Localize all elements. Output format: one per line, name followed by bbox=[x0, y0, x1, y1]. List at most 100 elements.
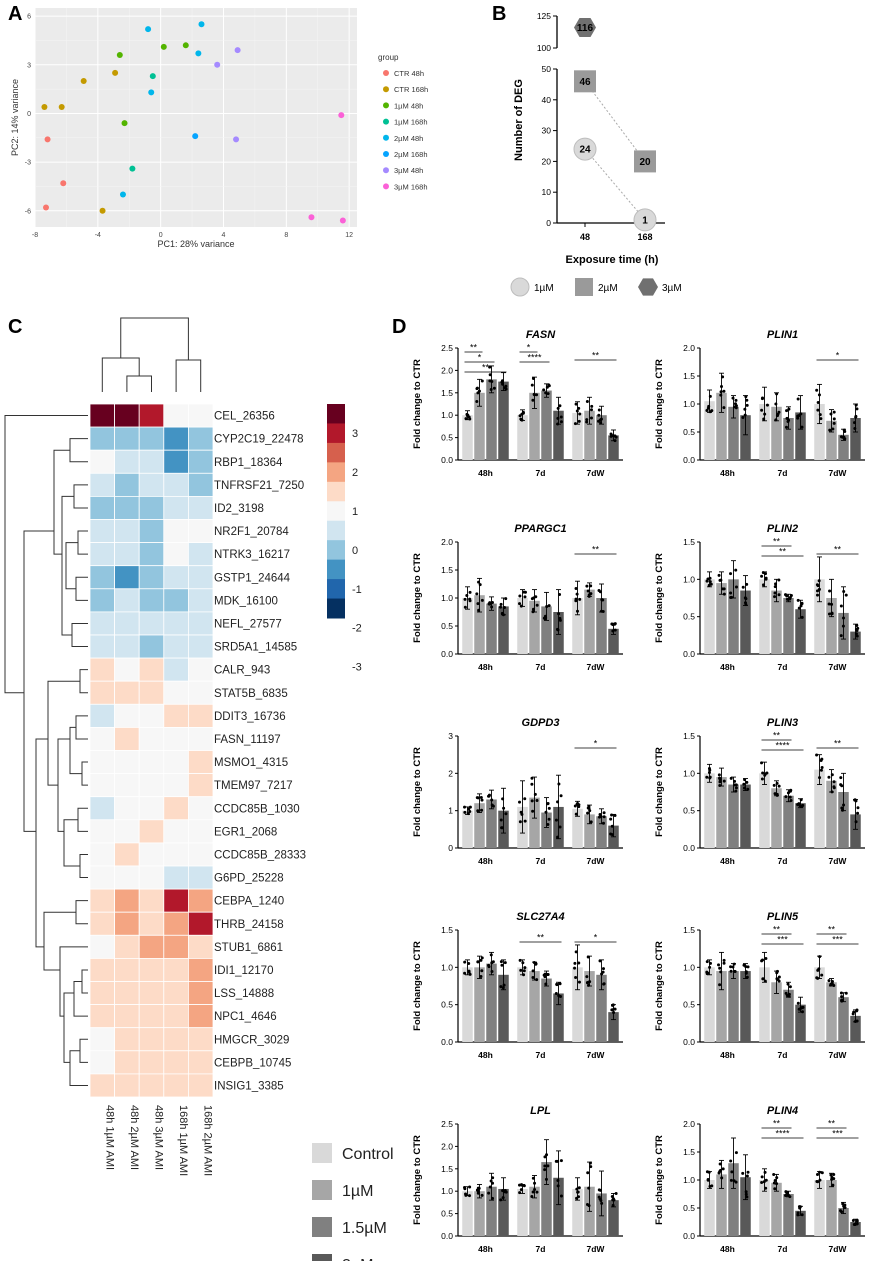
legend-label: 1µM 168h bbox=[394, 118, 428, 127]
data-dot bbox=[543, 972, 547, 976]
data-dot bbox=[501, 1196, 505, 1200]
colorbar-segment bbox=[327, 540, 345, 561]
heatmap-cell bbox=[114, 657, 140, 682]
heatmap-cell bbox=[138, 773, 165, 798]
heatmap-cell bbox=[138, 403, 165, 428]
significance-label: ** bbox=[773, 1119, 781, 1129]
data-dot bbox=[843, 437, 847, 441]
y-tick-label: 1.0 bbox=[683, 574, 695, 584]
legend-label: 3µM bbox=[662, 283, 682, 294]
data-dot bbox=[743, 778, 747, 782]
deg-point-label: 1 bbox=[642, 215, 648, 226]
data-dot bbox=[761, 583, 765, 587]
data-dot bbox=[777, 784, 781, 788]
legend-marker bbox=[510, 277, 530, 297]
data-dot bbox=[587, 806, 591, 810]
data-dot bbox=[746, 965, 750, 969]
data-dot bbox=[611, 1198, 615, 1202]
data-dot bbox=[800, 601, 804, 605]
data-dot bbox=[706, 1178, 710, 1182]
heatmap-cell bbox=[187, 888, 214, 913]
data-dot bbox=[520, 812, 524, 816]
data-dot bbox=[530, 597, 534, 601]
data-dot bbox=[558, 825, 562, 829]
data-dot bbox=[705, 960, 709, 964]
legend-label: CTR 48h bbox=[394, 69, 424, 78]
data-dot bbox=[613, 814, 617, 818]
data-dot bbox=[599, 421, 603, 425]
data-dot bbox=[545, 604, 549, 608]
heatmap-cell bbox=[138, 865, 165, 890]
data-dot bbox=[763, 772, 767, 776]
data-dot bbox=[840, 995, 844, 999]
data-dot bbox=[575, 802, 579, 806]
y-axis-label: Fold change to CTR bbox=[654, 747, 665, 837]
data-dot bbox=[784, 1194, 788, 1198]
bar bbox=[596, 598, 607, 654]
data-dot bbox=[708, 410, 712, 414]
data-dot bbox=[490, 970, 494, 974]
x-tick-label: 8 bbox=[284, 232, 288, 239]
data-dot bbox=[587, 1186, 591, 1190]
panel-label-d: D bbox=[392, 316, 406, 338]
data-dot bbox=[556, 1159, 560, 1163]
deg-point-label: 116 bbox=[577, 23, 594, 34]
data-dot bbox=[719, 393, 723, 397]
data-dot bbox=[518, 414, 522, 418]
pca-point bbox=[99, 207, 106, 214]
y-tick-label: 0.0 bbox=[441, 1037, 453, 1047]
heatmap-cell bbox=[89, 750, 116, 775]
data-dot bbox=[832, 1172, 836, 1176]
bar bbox=[553, 1177, 564, 1236]
data-dot bbox=[832, 780, 836, 784]
bar bbox=[486, 603, 497, 654]
data-dot bbox=[762, 417, 766, 421]
data-dot bbox=[610, 813, 614, 817]
y-tick-label: 2.0 bbox=[441, 537, 453, 547]
row-dendrogram-branch bbox=[75, 576, 88, 601]
row-dendrogram-branch bbox=[4, 415, 88, 694]
data-dot bbox=[600, 1201, 604, 1205]
y-tick-label: 1.5 bbox=[441, 388, 453, 398]
data-dot bbox=[556, 416, 560, 420]
bar bbox=[795, 1004, 806, 1042]
heatmap-cell bbox=[114, 472, 140, 497]
heatmap-cell bbox=[187, 565, 214, 590]
row-dendrogram-branch bbox=[69, 1050, 88, 1086]
data-dot bbox=[855, 407, 859, 411]
bar bbox=[771, 1182, 782, 1236]
data-dot bbox=[719, 384, 723, 388]
row-label: CCDC85B_28333 bbox=[214, 849, 306, 861]
data-dot bbox=[734, 789, 738, 793]
deg-point-1um bbox=[633, 208, 657, 232]
row-label: CYP2C19_22478 bbox=[214, 434, 304, 446]
bar bbox=[771, 788, 782, 848]
data-dot bbox=[480, 798, 484, 802]
bar bbox=[795, 412, 806, 460]
x-tick-label: 48h bbox=[478, 856, 493, 866]
legend-label: 2µM bbox=[342, 1257, 373, 1261]
data-dot bbox=[491, 960, 495, 964]
legend-swatch bbox=[383, 118, 389, 125]
heatmap-cell bbox=[114, 426, 140, 451]
heatmap-cell bbox=[138, 426, 165, 451]
significance-label: *** bbox=[832, 935, 843, 945]
significance-label: **** bbox=[775, 741, 790, 751]
data-dot bbox=[535, 978, 539, 982]
pca-point bbox=[119, 191, 126, 198]
data-dot bbox=[504, 597, 508, 601]
data-dot bbox=[734, 783, 738, 787]
bar bbox=[596, 415, 607, 460]
heatmap-cell bbox=[163, 842, 189, 867]
bar bbox=[462, 810, 473, 848]
row-label: CCDC85B_1030 bbox=[214, 803, 300, 815]
data-dot bbox=[522, 590, 526, 594]
heatmap-cell bbox=[187, 773, 214, 798]
data-dot bbox=[523, 966, 527, 970]
data-dot bbox=[764, 956, 768, 960]
data-dot bbox=[745, 780, 749, 784]
data-dot bbox=[729, 965, 733, 969]
pca-point bbox=[148, 89, 155, 96]
bar bbox=[541, 390, 552, 460]
data-dot bbox=[734, 568, 738, 572]
